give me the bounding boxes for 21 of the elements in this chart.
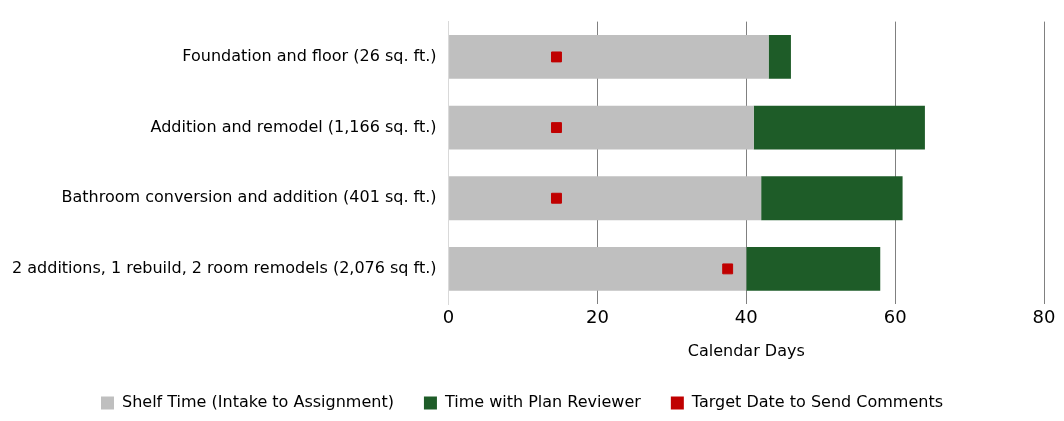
x-tick-label: 40 bbox=[734, 305, 758, 327]
bar bbox=[449, 176, 762, 221]
bar bbox=[768, 35, 791, 79]
bar bbox=[449, 35, 769, 79]
bar bbox=[753, 105, 925, 150]
y-tick-label: Addition and remodel (1,166 sq. ft.) bbox=[150, 116, 437, 136]
y-tick-label: Foundation and floor (26 sq. ft.) bbox=[182, 46, 437, 66]
bar bbox=[449, 246, 747, 291]
y-tick-label: Bathroom conversion and addition (401 sq. ft.) bbox=[61, 187, 437, 207]
legend-label: Target Date to Send Comments bbox=[690, 392, 944, 412]
x-tick-label: 60 bbox=[883, 305, 907, 327]
legend-label: Time with Plan Reviewer bbox=[443, 392, 642, 412]
x-axis-title: Calendar Days bbox=[687, 340, 805, 360]
bar bbox=[746, 246, 881, 291]
x-tick-label: 80 bbox=[1032, 305, 1056, 327]
y-tick-label: 2 additions, 1 rebuild, 2 room remodels (2,076 sq ft.) bbox=[11, 258, 437, 278]
legend-label: Shelf Time (Intake to Assignment) bbox=[121, 392, 394, 412]
bar bbox=[761, 176, 903, 221]
bar bbox=[449, 105, 754, 150]
x-tick-label: 0 bbox=[442, 305, 455, 327]
x-tick-label: 20 bbox=[585, 305, 609, 327]
